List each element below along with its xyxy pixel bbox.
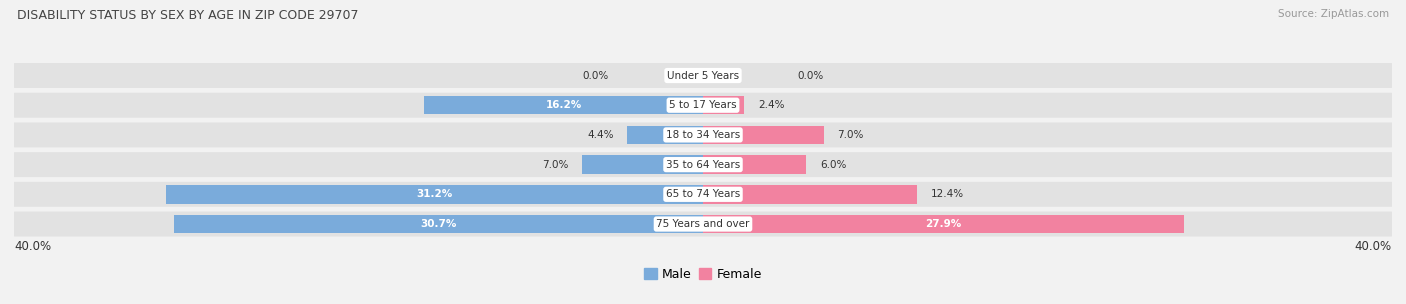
Text: 27.9%: 27.9% [925, 219, 962, 229]
Bar [703, 215, 1184, 233]
Bar [703, 126, 824, 144]
Text: 16.2%: 16.2% [546, 100, 582, 110]
Text: 4.4%: 4.4% [586, 130, 613, 140]
Text: 12.4%: 12.4% [931, 189, 963, 199]
Bar [703, 96, 744, 114]
Text: Under 5 Years: Under 5 Years [666, 71, 740, 81]
Bar [166, 185, 703, 204]
Text: 0.0%: 0.0% [797, 71, 824, 81]
Text: 7.0%: 7.0% [838, 130, 863, 140]
Text: 65 to 74 Years: 65 to 74 Years [666, 189, 740, 199]
FancyBboxPatch shape [14, 123, 1392, 147]
Text: 31.2%: 31.2% [416, 189, 453, 199]
Text: 7.0%: 7.0% [543, 160, 568, 170]
Text: 18 to 34 Years: 18 to 34 Years [666, 130, 740, 140]
Text: Source: ZipAtlas.com: Source: ZipAtlas.com [1278, 9, 1389, 19]
Text: 40.0%: 40.0% [1355, 240, 1392, 253]
Text: 30.7%: 30.7% [420, 219, 457, 229]
FancyBboxPatch shape [14, 212, 1392, 237]
Bar [703, 185, 917, 204]
Text: 75 Years and over: 75 Years and over [657, 219, 749, 229]
Text: 5 to 17 Years: 5 to 17 Years [669, 100, 737, 110]
Bar [703, 155, 807, 174]
Bar [425, 96, 703, 114]
FancyBboxPatch shape [14, 182, 1392, 207]
Bar [174, 215, 703, 233]
Text: 35 to 64 Years: 35 to 64 Years [666, 160, 740, 170]
Bar [627, 126, 703, 144]
Text: 40.0%: 40.0% [14, 240, 51, 253]
FancyBboxPatch shape [14, 63, 1392, 88]
Text: 6.0%: 6.0% [820, 160, 846, 170]
Text: 0.0%: 0.0% [582, 71, 609, 81]
Text: DISABILITY STATUS BY SEX BY AGE IN ZIP CODE 29707: DISABILITY STATUS BY SEX BY AGE IN ZIP C… [17, 9, 359, 22]
FancyBboxPatch shape [14, 152, 1392, 177]
Text: 2.4%: 2.4% [758, 100, 785, 110]
Legend: Male, Female: Male, Female [640, 263, 766, 286]
FancyBboxPatch shape [14, 93, 1392, 118]
Bar [582, 155, 703, 174]
